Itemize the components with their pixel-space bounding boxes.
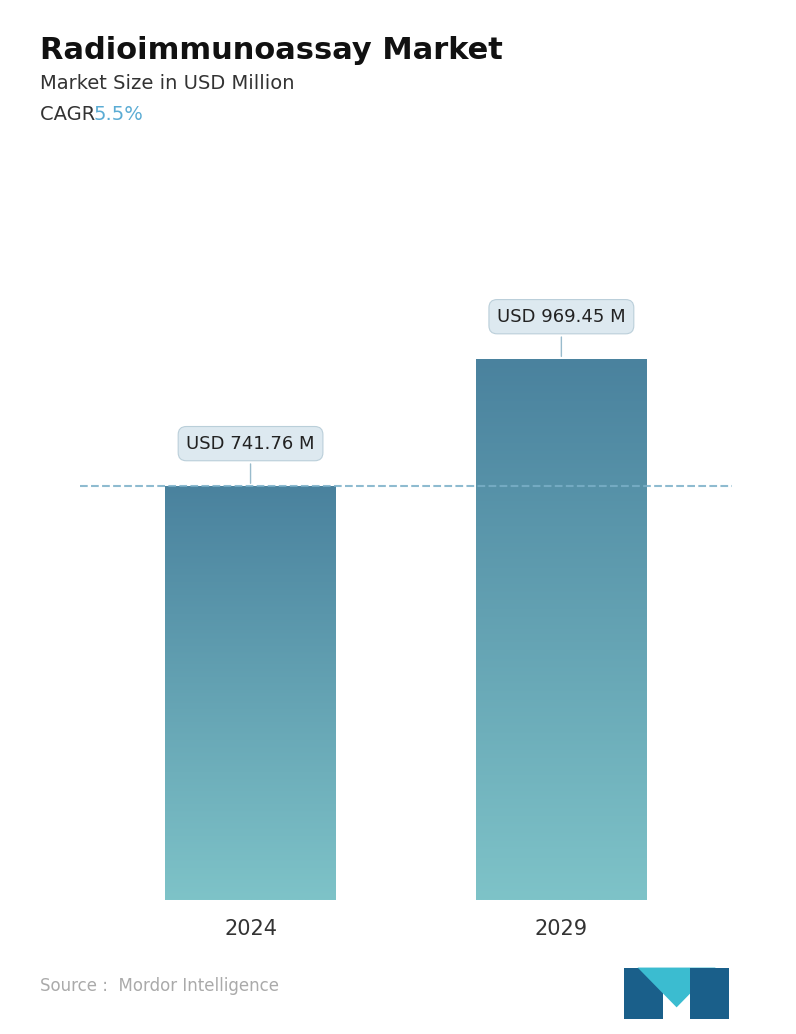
Text: 5.5%: 5.5%	[94, 105, 144, 124]
Polygon shape	[690, 968, 729, 1018]
Text: Radioimmunoassay Market: Radioimmunoassay Market	[40, 36, 503, 65]
Text: USD 969.45 M: USD 969.45 M	[497, 308, 626, 357]
Text: Source :  Mordor Intelligence: Source : Mordor Intelligence	[40, 977, 279, 995]
Text: USD 741.76 M: USD 741.76 M	[186, 434, 314, 483]
Text: Market Size in USD Million: Market Size in USD Million	[40, 74, 295, 93]
Polygon shape	[638, 968, 716, 1007]
Polygon shape	[624, 968, 663, 1018]
Text: CAGR: CAGR	[40, 105, 101, 124]
